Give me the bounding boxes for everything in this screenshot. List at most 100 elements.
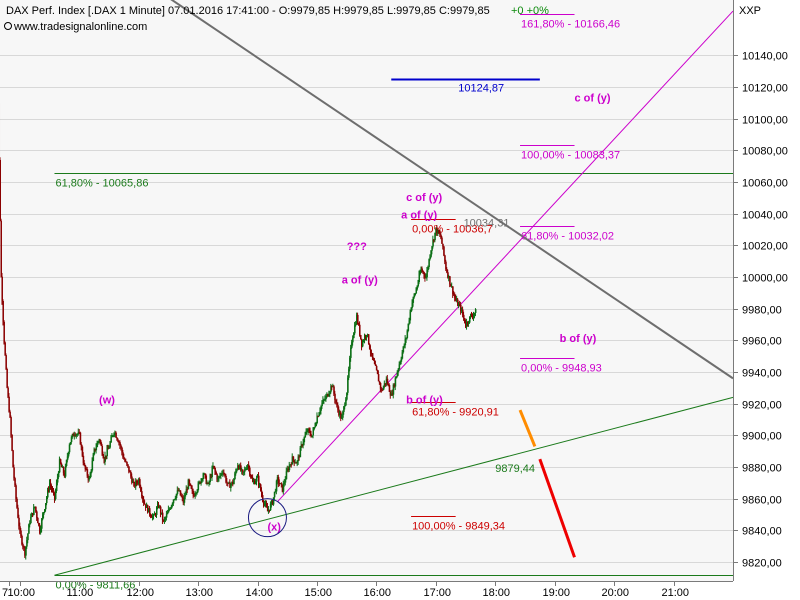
x-tick-label: 10:00 <box>8 587 36 599</box>
candle-body <box>409 311 412 321</box>
candle-body <box>27 533 29 541</box>
source-link[interactable]: www.tradesignalonline.com <box>13 21 147 33</box>
candle-body <box>448 276 450 278</box>
candle-body <box>93 448 96 455</box>
candle-body <box>348 369 350 378</box>
candle-body <box>380 388 383 390</box>
candle-body <box>445 261 447 269</box>
candle-body <box>142 496 144 500</box>
candle-body <box>279 483 282 485</box>
candle-body <box>267 509 270 512</box>
candle-body <box>67 452 70 457</box>
candle-body <box>343 406 345 412</box>
candle-body <box>184 494 187 497</box>
candle-body <box>286 468 289 472</box>
candle-body <box>54 491 57 500</box>
candle-body <box>395 376 398 379</box>
candle-body <box>378 381 381 383</box>
y-tick-label: 9840,00 <box>742 526 782 538</box>
candle-body <box>60 463 63 468</box>
candle-body <box>276 477 279 482</box>
candle-body <box>319 410 321 414</box>
wave-label: b of (y) <box>406 395 443 407</box>
candle-body <box>126 461 128 465</box>
candle-body <box>240 465 242 471</box>
candle-body <box>360 334 362 339</box>
trend-lines[interactable] <box>54 0 734 576</box>
trend-line-gray-resistance[interactable] <box>149 0 734 380</box>
y-tick-label: 10140,00 <box>742 51 788 63</box>
candle-body <box>165 514 168 518</box>
candle-body <box>162 520 165 522</box>
candle-body <box>328 394 330 397</box>
candle-body <box>416 286 419 290</box>
candle-body <box>247 464 249 469</box>
candle-body <box>242 469 244 473</box>
wave-label: c of (y) <box>406 192 442 204</box>
candle-body <box>334 393 336 400</box>
x-tick-label: 16:00 <box>364 587 392 599</box>
candle-body <box>68 444 71 453</box>
candle-body <box>46 497 48 504</box>
change-value: +0 +0% <box>511 5 549 17</box>
candle-body <box>206 482 209 484</box>
candle-body <box>388 385 391 392</box>
candle-body <box>119 442 121 446</box>
candle-body <box>43 512 45 515</box>
candle-body <box>123 457 125 460</box>
candle-body <box>403 345 406 347</box>
candle-body <box>79 432 82 445</box>
candle-body <box>58 459 61 473</box>
candle-body <box>234 473 236 480</box>
candle-body <box>297 456 300 462</box>
candle-body <box>457 299 459 306</box>
candle-body <box>133 481 135 484</box>
candle-body <box>261 490 263 496</box>
y-tick-label: 9920,00 <box>742 400 782 412</box>
copyright-icon <box>4 22 12 30</box>
x-axis-panel <box>0 581 733 600</box>
candle-body <box>197 483 200 491</box>
candle-body <box>285 471 288 480</box>
candle-body <box>304 434 307 438</box>
candle-body <box>132 481 134 483</box>
x-tick-label: 19:00 <box>543 587 571 599</box>
candle-body <box>66 456 69 461</box>
candle-body <box>47 489 49 498</box>
candle-body <box>333 386 335 394</box>
candle-body <box>400 358 403 362</box>
candle-body <box>225 475 227 482</box>
candle-body <box>108 447 110 449</box>
candle-body <box>99 439 102 443</box>
candle-body <box>164 517 167 519</box>
candle-body <box>339 412 341 415</box>
candle-body <box>101 445 104 455</box>
candle-body <box>368 343 371 349</box>
candle-body <box>350 347 352 358</box>
candle-body <box>299 447 302 458</box>
trend-line-green-support[interactable] <box>54 396 734 576</box>
candle-body <box>7 387 9 397</box>
level-label: 61,80% - 10032,02 <box>521 231 614 243</box>
candle-body <box>188 479 191 484</box>
x-tick-label-partial: 7 <box>2 587 8 599</box>
candle-body <box>61 466 64 468</box>
candle-body <box>34 506 36 508</box>
candle-body <box>305 431 308 435</box>
candle-body <box>226 481 228 484</box>
trend-line-magenta-support[interactable] <box>276 10 734 503</box>
candle-body <box>317 416 319 418</box>
candle-body <box>271 500 274 505</box>
candle-body <box>300 444 303 448</box>
candle-body <box>341 417 343 419</box>
candle-body <box>190 485 193 489</box>
y-tick-label: 10120,00 <box>742 83 788 95</box>
candle-body <box>111 435 113 438</box>
candle-body <box>411 302 414 308</box>
candle-body <box>303 437 306 443</box>
candle-body <box>252 478 254 482</box>
candle-body <box>309 430 312 435</box>
candle-body <box>419 272 421 275</box>
level-label: 61,80% - 10065,86 <box>55 178 148 190</box>
